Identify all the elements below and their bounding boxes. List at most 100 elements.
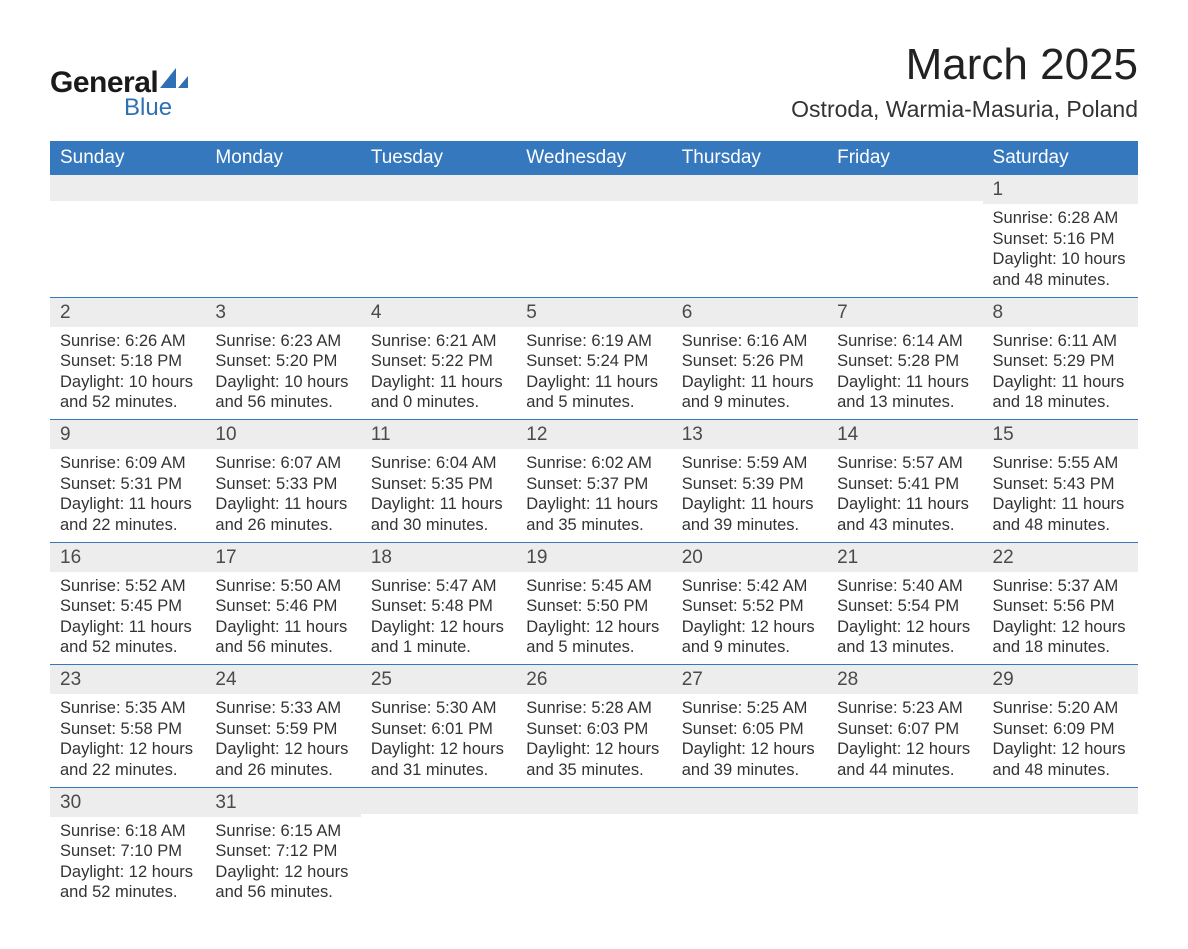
- daylight-line: Daylight: 11 hours and 43 minutes.: [837, 494, 972, 535]
- calendar-day: 1Sunrise: 6:28 AMSunset: 5:16 PMDaylight…: [983, 175, 1138, 297]
- sunrise-line: Sunrise: 6:16 AM: [682, 331, 817, 352]
- sunrise-line: Sunrise: 6:21 AM: [371, 331, 506, 352]
- sunset-line: Sunset: 5:31 PM: [60, 474, 195, 495]
- daylight-line: Daylight: 12 hours and 22 minutes.: [60, 739, 195, 780]
- daylight-line: Daylight: 11 hours and 35 minutes.: [526, 494, 661, 535]
- month-title: March 2025: [791, 40, 1138, 90]
- day-details: Sunrise: 5:55 AMSunset: 5:43 PMDaylight:…: [983, 449, 1138, 542]
- weekday-header: Wednesday: [516, 141, 671, 175]
- day-details: Sunrise: 5:28 AMSunset: 6:03 PMDaylight:…: [516, 694, 671, 787]
- sunset-line: Sunset: 5:33 PM: [215, 474, 350, 495]
- day-details: Sunrise: 5:30 AMSunset: 6:01 PMDaylight:…: [361, 694, 516, 787]
- day-details: Sunrise: 5:50 AMSunset: 5:46 PMDaylight:…: [205, 572, 360, 665]
- calendar-day: 30Sunrise: 6:18 AMSunset: 7:10 PMDayligh…: [50, 787, 205, 909]
- sunrise-line: Sunrise: 5:55 AM: [993, 453, 1128, 474]
- day-number: 25: [361, 665, 516, 694]
- calendar-day: 28Sunrise: 5:23 AMSunset: 6:07 PMDayligh…: [827, 665, 982, 788]
- day-number: 9: [50, 420, 205, 449]
- daylight-line: Daylight: 12 hours and 26 minutes.: [215, 739, 350, 780]
- daylight-line: Daylight: 12 hours and 35 minutes.: [526, 739, 661, 780]
- sunrise-line: Sunrise: 6:04 AM: [371, 453, 506, 474]
- day-number: 27: [672, 665, 827, 694]
- day-number: 20: [672, 543, 827, 572]
- calendar-week: 9Sunrise: 6:09 AMSunset: 5:31 PMDaylight…: [50, 420, 1138, 543]
- sunrise-line: Sunrise: 5:28 AM: [526, 698, 661, 719]
- day-number: [50, 175, 205, 201]
- day-number: 2: [50, 298, 205, 327]
- daylight-line: Daylight: 11 hours and 56 minutes.: [215, 617, 350, 658]
- sunset-line: Sunset: 6:01 PM: [371, 719, 506, 740]
- sunset-line: Sunset: 5:50 PM: [526, 596, 661, 617]
- day-number: 16: [50, 543, 205, 572]
- sunrise-line: Sunrise: 6:18 AM: [60, 821, 195, 842]
- calendar-day: 25Sunrise: 5:30 AMSunset: 6:01 PMDayligh…: [361, 665, 516, 788]
- day-number: 18: [361, 543, 516, 572]
- daylight-line: Daylight: 10 hours and 48 minutes.: [993, 249, 1128, 290]
- day-details: Sunrise: 6:07 AMSunset: 5:33 PMDaylight:…: [205, 449, 360, 542]
- day-number: 22: [983, 543, 1138, 572]
- sunset-line: Sunset: 5:35 PM: [371, 474, 506, 495]
- weekday-header: Saturday: [983, 141, 1138, 175]
- calendar-day: 21Sunrise: 5:40 AMSunset: 5:54 PMDayligh…: [827, 542, 982, 665]
- day-number: 14: [827, 420, 982, 449]
- calendar-day-empty: [50, 175, 205, 297]
- weekday-header: Monday: [205, 141, 360, 175]
- day-details: Sunrise: 5:45 AMSunset: 5:50 PMDaylight:…: [516, 572, 671, 665]
- sunrise-line: Sunrise: 5:25 AM: [682, 698, 817, 719]
- daylight-line: Daylight: 12 hours and 18 minutes.: [993, 617, 1128, 658]
- sunset-line: Sunset: 5:16 PM: [993, 229, 1128, 250]
- day-number: 13: [672, 420, 827, 449]
- sunset-line: Sunset: 5:56 PM: [993, 596, 1128, 617]
- day-number: 3: [205, 298, 360, 327]
- daylight-line: Daylight: 12 hours and 52 minutes.: [60, 862, 195, 903]
- calendar-head: SundayMondayTuesdayWednesdayThursdayFrid…: [50, 141, 1138, 175]
- sunrise-line: Sunrise: 6:19 AM: [526, 331, 661, 352]
- sunset-line: Sunset: 5:18 PM: [60, 351, 195, 372]
- day-number: 11: [361, 420, 516, 449]
- calendar-day-empty: [983, 787, 1138, 909]
- sunrise-line: Sunrise: 6:02 AM: [526, 453, 661, 474]
- day-number: [516, 788, 671, 814]
- day-number: 30: [50, 788, 205, 817]
- sunrise-line: Sunrise: 6:26 AM: [60, 331, 195, 352]
- sunrise-line: Sunrise: 5:35 AM: [60, 698, 195, 719]
- calendar-day: 3Sunrise: 6:23 AMSunset: 5:20 PMDaylight…: [205, 297, 360, 420]
- calendar-day: 4Sunrise: 6:21 AMSunset: 5:22 PMDaylight…: [361, 297, 516, 420]
- day-details: [983, 814, 1138, 894]
- sunset-line: Sunset: 6:07 PM: [837, 719, 972, 740]
- daylight-line: Daylight: 12 hours and 13 minutes.: [837, 617, 972, 658]
- day-details: Sunrise: 5:40 AMSunset: 5:54 PMDaylight:…: [827, 572, 982, 665]
- day-number: [672, 175, 827, 201]
- day-number: [516, 175, 671, 201]
- calendar-day: 7Sunrise: 6:14 AMSunset: 5:28 PMDaylight…: [827, 297, 982, 420]
- sunset-line: Sunset: 5:43 PM: [993, 474, 1128, 495]
- day-number: 23: [50, 665, 205, 694]
- day-number: 31: [205, 788, 360, 817]
- daylight-line: Daylight: 11 hours and 22 minutes.: [60, 494, 195, 535]
- calendar-day: 16Sunrise: 5:52 AMSunset: 5:45 PMDayligh…: [50, 542, 205, 665]
- day-number: 10: [205, 420, 360, 449]
- calendar-day: 12Sunrise: 6:02 AMSunset: 5:37 PMDayligh…: [516, 420, 671, 543]
- calendar-day: 8Sunrise: 6:11 AMSunset: 5:29 PMDaylight…: [983, 297, 1138, 420]
- sunset-line: Sunset: 7:10 PM: [60, 841, 195, 862]
- calendar-week: 30Sunrise: 6:18 AMSunset: 7:10 PMDayligh…: [50, 787, 1138, 909]
- sunrise-line: Sunrise: 5:40 AM: [837, 576, 972, 597]
- calendar-day: 31Sunrise: 6:15 AMSunset: 7:12 PMDayligh…: [205, 787, 360, 909]
- calendar-day-empty: [516, 175, 671, 297]
- calendar-week: 16Sunrise: 5:52 AMSunset: 5:45 PMDayligh…: [50, 542, 1138, 665]
- calendar-day: 24Sunrise: 5:33 AMSunset: 5:59 PMDayligh…: [205, 665, 360, 788]
- day-number: 19: [516, 543, 671, 572]
- day-details: Sunrise: 6:19 AMSunset: 5:24 PMDaylight:…: [516, 327, 671, 420]
- calendar-week: 2Sunrise: 6:26 AMSunset: 5:18 PMDaylight…: [50, 297, 1138, 420]
- daylight-line: Daylight: 12 hours and 56 minutes.: [215, 862, 350, 903]
- sunrise-line: Sunrise: 6:23 AM: [215, 331, 350, 352]
- calendar-day: 6Sunrise: 6:16 AMSunset: 5:26 PMDaylight…: [672, 297, 827, 420]
- day-details: Sunrise: 6:11 AMSunset: 5:29 PMDaylight:…: [983, 327, 1138, 420]
- day-details: [205, 201, 360, 281]
- day-details: Sunrise: 5:35 AMSunset: 5:58 PMDaylight:…: [50, 694, 205, 787]
- day-details: Sunrise: 6:18 AMSunset: 7:10 PMDaylight:…: [50, 817, 205, 910]
- sunset-line: Sunset: 5:39 PM: [682, 474, 817, 495]
- day-number: 1: [983, 175, 1138, 204]
- sunset-line: Sunset: 5:52 PM: [682, 596, 817, 617]
- calendar-day: 2Sunrise: 6:26 AMSunset: 5:18 PMDaylight…: [50, 297, 205, 420]
